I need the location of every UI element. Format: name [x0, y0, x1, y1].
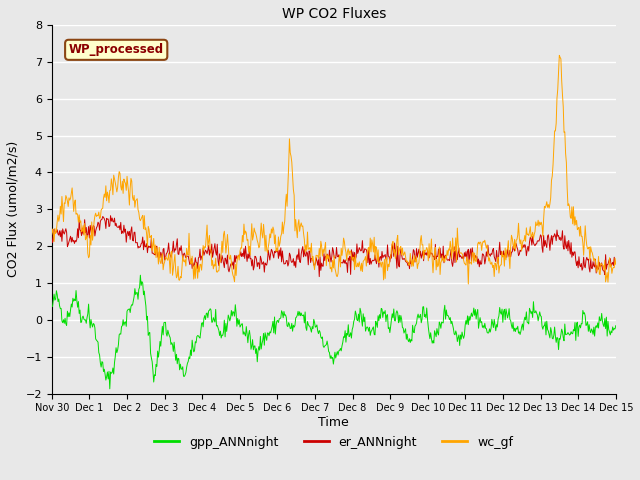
Y-axis label: CO2 Flux (umol/m2/s): CO2 Flux (umol/m2/s) — [7, 141, 20, 277]
Legend: gpp_ANNnight, er_ANNnight, wc_gf: gpp_ANNnight, er_ANNnight, wc_gf — [149, 431, 518, 454]
Title: WP CO2 Fluxes: WP CO2 Fluxes — [282, 7, 386, 21]
X-axis label: Time: Time — [318, 416, 349, 429]
Text: WP_processed: WP_processed — [68, 43, 164, 56]
